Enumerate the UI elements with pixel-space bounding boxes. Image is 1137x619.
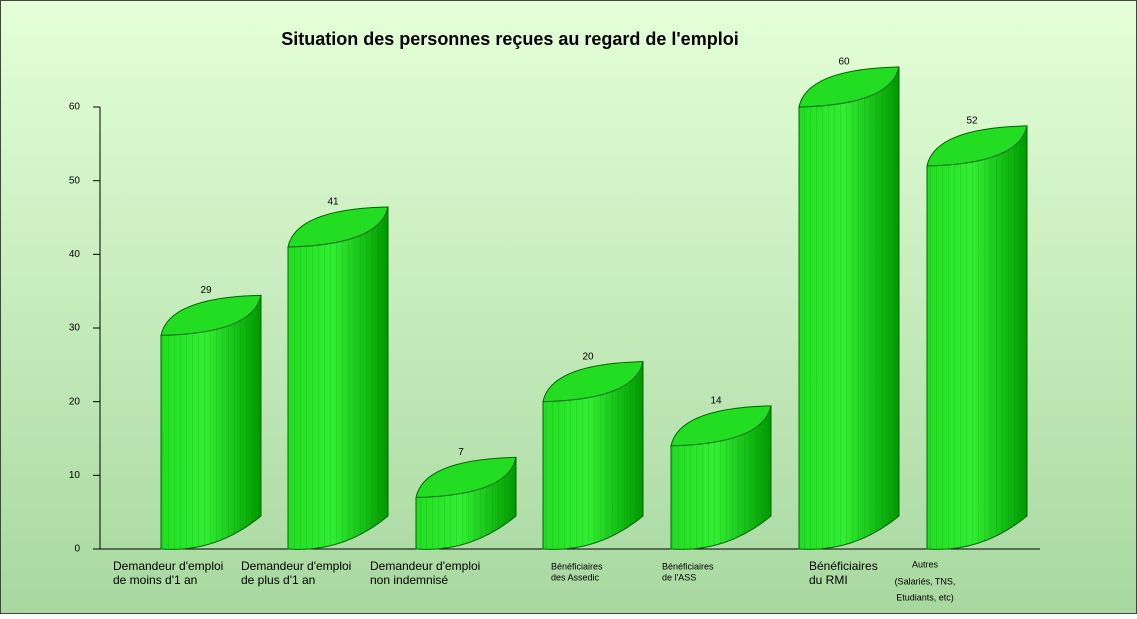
y-tick-label: 40 — [69, 249, 81, 260]
value-label: 52 — [966, 116, 978, 127]
bar-stripes — [927, 125, 1027, 550]
bar-top — [670, 405, 772, 447]
bar-top — [926, 125, 1028, 167]
bar-stripes — [543, 361, 643, 550]
x-tick-label: Bénéficiaires — [662, 561, 714, 571]
bar-top — [542, 361, 644, 403]
value-label: 7 — [458, 447, 464, 458]
chart-title: Situation des personnes reçues au regard… — [281, 29, 738, 49]
x-tick-label: de l'ASS — [662, 572, 696, 582]
x-tick-label: des Assedic — [551, 572, 600, 582]
value-label: 20 — [582, 351, 594, 362]
y-tick-label: 10 — [69, 470, 81, 481]
x-tick-label: (Salariés, TNS, — [895, 576, 956, 586]
x-tick-label: de moins d'1 an — [113, 573, 197, 587]
value-label: 14 — [710, 396, 722, 407]
y-tick-label: 30 — [69, 323, 81, 334]
x-tick-label: Bénéficiaires — [809, 559, 878, 573]
x-tick-label: Demandeur d'emploi — [241, 559, 351, 573]
bar-top — [798, 66, 900, 108]
x-tick-label: Demandeur d'emploi — [370, 559, 480, 573]
x-tick-label: Autres — [912, 559, 939, 569]
y-tick-label: 60 — [69, 102, 81, 113]
x-tick-label: non indemnisé — [370, 573, 448, 587]
y-tick-label: 0 — [74, 544, 80, 555]
bar-stripes — [799, 67, 899, 550]
x-tick-label: de plus d'1 an — [241, 573, 315, 587]
x-tick-label: Bénéficiaires — [551, 561, 603, 571]
x-tick-label: Etudiants, etc) — [896, 592, 954, 602]
bar-top — [287, 206, 389, 248]
value-label: 41 — [327, 197, 339, 208]
bar-top — [160, 294, 262, 336]
x-tick-label: du RMI — [809, 573, 848, 587]
bar-stripes — [161, 295, 261, 550]
value-label: 29 — [200, 285, 212, 296]
x-tick-label: Demandeur d'emploi — [113, 559, 223, 573]
value-label: 60 — [838, 57, 850, 68]
y-tick-label: 20 — [69, 396, 81, 407]
bar-top — [415, 456, 517, 498]
y-tick-label: 50 — [69, 175, 81, 186]
bar-stripes — [288, 206, 388, 550]
